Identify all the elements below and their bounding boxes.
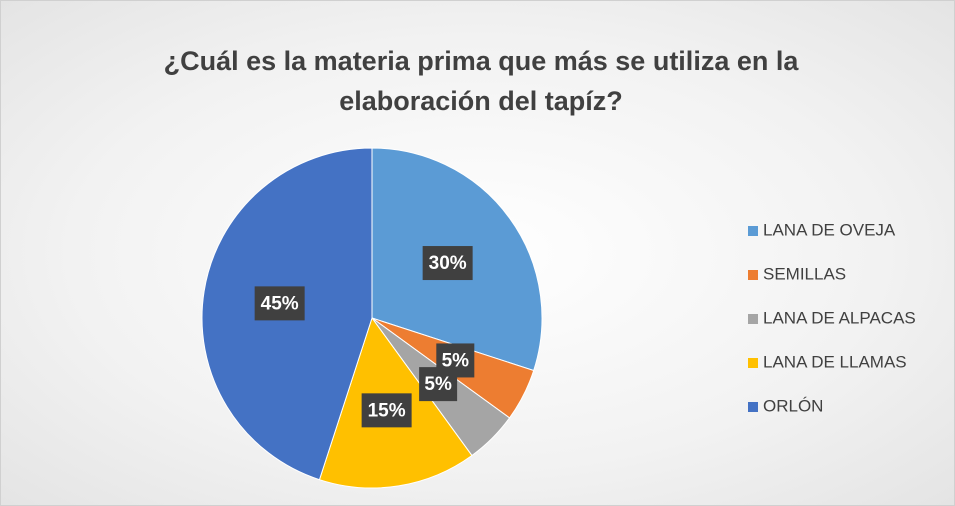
legend-label: LANA DE ALPACAS — [763, 308, 916, 327]
legend-swatch — [748, 270, 758, 280]
legend-swatch — [748, 358, 758, 368]
data-label: 5% — [424, 374, 452, 395]
data-label-box — [254, 286, 305, 321]
data-label-box — [419, 367, 458, 402]
chart-title: ¿Cuál es la materia prima que más se uti… — [163, 46, 799, 116]
legend-label: SEMILLAS — [763, 264, 846, 283]
data-label-box — [422, 246, 473, 281]
legend-swatch — [748, 402, 758, 412]
data-label: 5% — [442, 350, 470, 371]
legend-swatch — [748, 226, 758, 236]
data-label-box — [361, 393, 412, 428]
data-label: 15% — [368, 400, 406, 421]
data-label: 45% — [261, 293, 299, 314]
legend-swatch — [748, 314, 758, 324]
legend-label: ORLÓN — [763, 396, 823, 415]
data-label: 30% — [429, 253, 467, 274]
legend-label: LANA DE LLAMAS — [763, 352, 907, 371]
legend-label: LANA DE OVEJA — [763, 220, 896, 239]
